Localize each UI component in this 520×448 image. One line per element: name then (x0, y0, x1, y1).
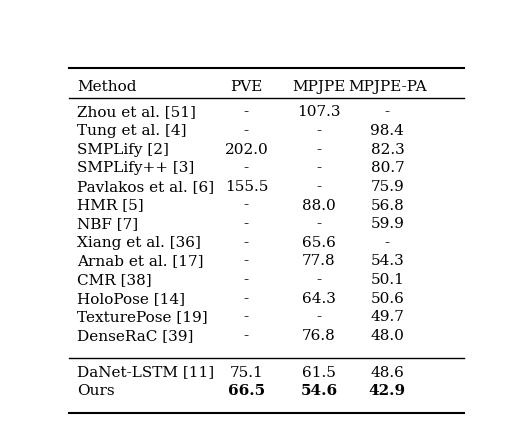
Text: Method: Method (77, 80, 137, 94)
Text: Zhou et al. [51]: Zhou et al. [51] (77, 105, 196, 120)
Text: DenseRaC [39]: DenseRaC [39] (77, 329, 193, 343)
Text: 75.1: 75.1 (229, 366, 263, 379)
Text: HMR [5]: HMR [5] (77, 198, 144, 212)
Text: Ours: Ours (77, 384, 115, 398)
Text: SMPLify++ [3]: SMPLify++ [3] (77, 161, 194, 175)
Text: 98.4: 98.4 (370, 124, 405, 138)
Text: 155.5: 155.5 (225, 180, 268, 194)
Text: 77.8: 77.8 (302, 254, 336, 268)
Text: MPJPE-PA: MPJPE-PA (348, 80, 427, 94)
Text: 75.9: 75.9 (371, 180, 404, 194)
Text: 61.5: 61.5 (302, 366, 336, 379)
Text: 64.3: 64.3 (302, 292, 336, 306)
Text: -: - (244, 273, 249, 287)
Text: TexturePose [19]: TexturePose [19] (77, 310, 207, 324)
Text: -: - (244, 161, 249, 175)
Text: 82.3: 82.3 (371, 142, 404, 157)
Text: -: - (385, 236, 390, 250)
Text: 202.0: 202.0 (225, 142, 268, 157)
Text: NBF [7]: NBF [7] (77, 217, 138, 231)
Text: 66.5: 66.5 (228, 384, 265, 398)
Text: SMPLify [2]: SMPLify [2] (77, 142, 169, 157)
Text: -: - (316, 124, 321, 138)
Text: Arnab et al. [17]: Arnab et al. [17] (77, 254, 204, 268)
Text: 54.3: 54.3 (371, 254, 404, 268)
Text: MPJPE: MPJPE (292, 80, 346, 94)
Text: -: - (316, 217, 321, 231)
Text: PVE: PVE (230, 80, 263, 94)
Text: 50.1: 50.1 (370, 273, 405, 287)
Text: -: - (244, 310, 249, 324)
Text: -: - (316, 161, 321, 175)
Text: -: - (244, 292, 249, 306)
Text: 80.7: 80.7 (371, 161, 404, 175)
Text: CMR [38]: CMR [38] (77, 273, 152, 287)
Text: -: - (316, 142, 321, 157)
Text: -: - (244, 124, 249, 138)
Text: 76.8: 76.8 (302, 329, 336, 343)
Text: -: - (244, 329, 249, 343)
Text: Xiang et al. [36]: Xiang et al. [36] (77, 236, 201, 250)
Text: 50.6: 50.6 (370, 292, 405, 306)
Text: 49.7: 49.7 (370, 310, 405, 324)
Text: 107.3: 107.3 (297, 105, 341, 120)
Text: HoloPose [14]: HoloPose [14] (77, 292, 185, 306)
Text: 42.9: 42.9 (369, 384, 406, 398)
Text: 88.0: 88.0 (302, 198, 336, 212)
Text: -: - (316, 273, 321, 287)
Text: -: - (385, 105, 390, 120)
Text: 48.0: 48.0 (370, 329, 405, 343)
Text: -: - (244, 198, 249, 212)
Text: -: - (316, 180, 321, 194)
Text: DaNet-LSTM [11]: DaNet-LSTM [11] (77, 366, 214, 379)
Text: -: - (244, 254, 249, 268)
Text: -: - (244, 217, 249, 231)
Text: -: - (316, 310, 321, 324)
Text: 59.9: 59.9 (370, 217, 405, 231)
Text: -: - (244, 105, 249, 120)
Text: -: - (244, 236, 249, 250)
Text: Pavlakos et al. [6]: Pavlakos et al. [6] (77, 180, 214, 194)
Text: 54.6: 54.6 (301, 384, 337, 398)
Text: 56.8: 56.8 (371, 198, 404, 212)
Text: Tung et al. [4]: Tung et al. [4] (77, 124, 187, 138)
Text: 48.6: 48.6 (370, 366, 405, 379)
Text: 65.6: 65.6 (302, 236, 336, 250)
